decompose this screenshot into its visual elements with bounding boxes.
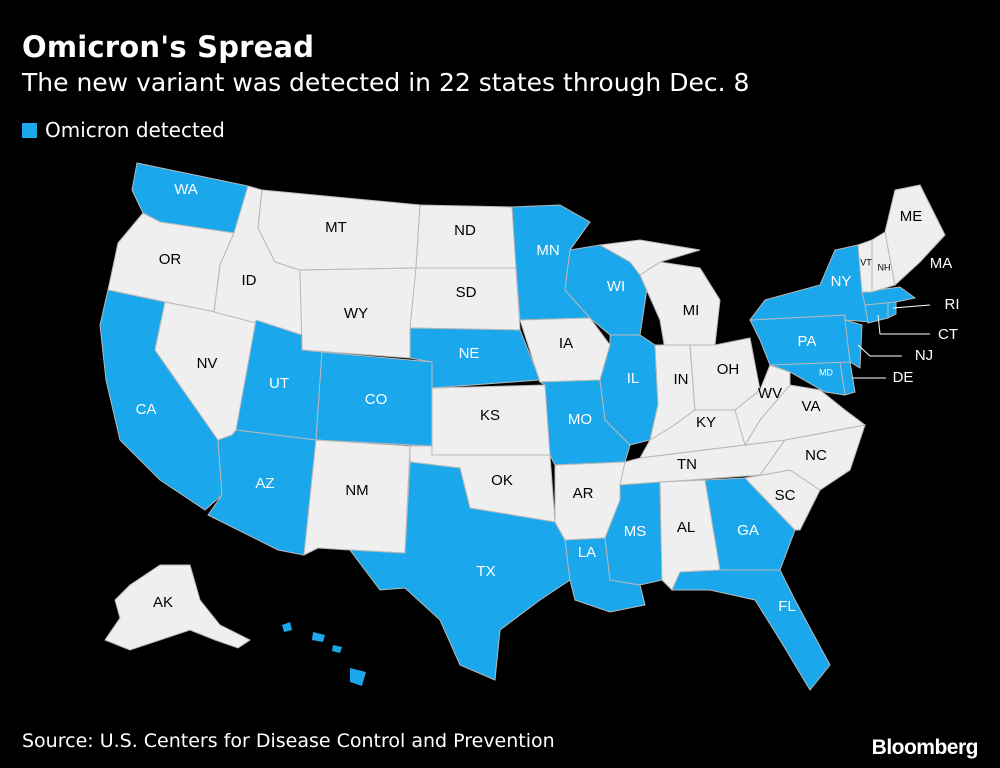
label-la: LA <box>578 544 596 561</box>
chart-subtitle: The new variant was detected in 22 state… <box>22 68 750 97</box>
label-nh: NH <box>878 262 891 272</box>
label-az: AZ <box>255 475 274 492</box>
state-ri <box>887 301 897 319</box>
label-ky: KY <box>696 414 716 431</box>
label-ia: IA <box>559 335 573 352</box>
state-shapes <box>99 162 946 691</box>
label-ri: RI <box>945 296 960 313</box>
label-ca: CA <box>136 401 157 418</box>
label-id: ID <box>242 272 257 289</box>
label-oh: OH <box>717 361 740 378</box>
label-ak: AK <box>153 594 173 611</box>
legend-swatch <box>22 122 37 138</box>
legend: Omicron detected <box>22 118 225 142</box>
label-ut: UT <box>269 375 289 392</box>
chart-title: Omicron's Spread <box>22 30 315 64</box>
state-az <box>207 429 317 556</box>
label-sd: SD <box>456 284 477 301</box>
label-ga: GA <box>737 522 759 539</box>
state-me <box>884 184 946 286</box>
label-va: VA <box>802 398 821 415</box>
label-co: CO <box>365 391 388 408</box>
label-nv: NV <box>197 355 218 372</box>
label-mo: MO <box>568 411 592 428</box>
label-in: IN <box>674 371 689 388</box>
legend-label: Omicron detected <box>45 118 225 142</box>
label-wi: WI <box>607 278 625 295</box>
leader-ri <box>892 304 931 309</box>
label-ma: MA <box>930 255 953 272</box>
label-il: IL <box>627 370 640 387</box>
state-labels: WA OR CA NV ID MT WY UT CO AZ NM ND SD N… <box>136 181 960 615</box>
label-ar: AR <box>573 485 594 502</box>
state-wv <box>734 364 791 447</box>
label-ct: CT <box>938 326 958 343</box>
label-ok: OK <box>491 472 513 489</box>
leader-ct <box>877 314 930 335</box>
label-wy: WY <box>344 305 368 322</box>
label-nm: NM <box>345 482 368 499</box>
label-mn: MN <box>536 242 559 259</box>
state-tx <box>348 461 571 681</box>
state-mi <box>639 261 721 351</box>
leader-nj <box>857 344 902 357</box>
label-ks: KS <box>480 407 500 424</box>
label-nc: NC <box>805 447 827 464</box>
label-vt: VT <box>860 257 872 267</box>
label-me: ME <box>900 208 923 225</box>
state-ny <box>748 244 871 323</box>
state-il <box>599 334 659 446</box>
label-md: MD <box>819 367 833 377</box>
label-mi: MI <box>683 302 700 319</box>
label-wa: WA <box>174 181 198 198</box>
state-nj <box>844 319 863 369</box>
label-sc: SC <box>775 487 796 504</box>
label-nd: ND <box>454 222 476 239</box>
label-ny: NY <box>831 273 852 290</box>
label-or: OR <box>159 251 182 268</box>
label-ms: MS <box>624 523 647 540</box>
source-note: Source: U.S. Centers for Disease Control… <box>22 730 555 752</box>
state-hi <box>282 622 366 686</box>
state-fl <box>671 569 831 691</box>
label-pa: PA <box>798 333 817 350</box>
label-wv: WV <box>758 385 782 402</box>
state-ak <box>104 564 251 651</box>
label-al: AL <box>677 519 695 536</box>
label-fl: FL <box>778 598 796 615</box>
state-mi-up <box>598 239 701 276</box>
bloomberg-logo: Bloomberg <box>871 736 979 759</box>
label-tx: TX <box>476 563 495 580</box>
state-ga <box>704 477 796 571</box>
label-mt: MT <box>325 219 347 236</box>
label-tn: TN <box>677 456 697 473</box>
label-nj: NJ <box>915 347 933 364</box>
label-ne: NE <box>459 345 480 362</box>
label-de: DE <box>893 369 914 386</box>
